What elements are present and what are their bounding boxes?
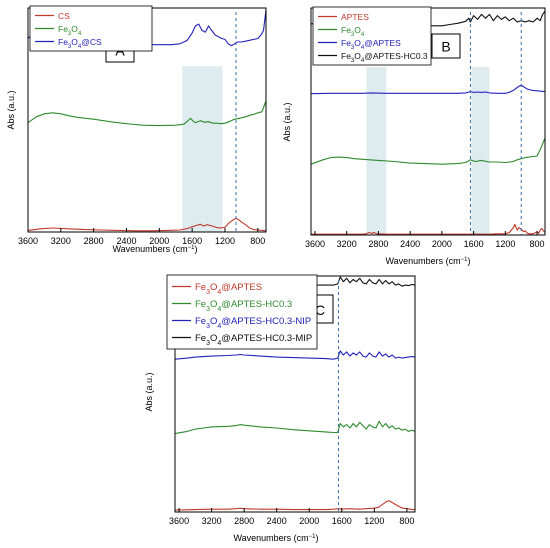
- legend-entry: APTES: [341, 12, 369, 22]
- panel-label: C: [315, 302, 325, 318]
- x-tick-label: 2000: [299, 516, 319, 526]
- series-line: [311, 223, 546, 235]
- legend-entry: Fe3O4: [58, 24, 82, 37]
- x-tick-label: 800: [530, 239, 545, 249]
- series-line: [310, 137, 546, 165]
- x-tick-label: 3200: [337, 239, 357, 249]
- y-axis-label: Abs (a.u.): [144, 372, 154, 411]
- shaded-region: [182, 66, 223, 233]
- x-tick-label: 3200: [202, 516, 222, 526]
- legend-box: [29, 5, 153, 52]
- legend-entry: Fe3O4@APTES-HC0.3-NIP: [195, 316, 311, 330]
- x-axis-label: Wavenumbers (cm−1): [385, 256, 470, 266]
- y-axis-label: Abs (a.u.): [282, 102, 292, 141]
- series-line: [310, 84, 545, 95]
- x-tick-label: 1200: [215, 236, 235, 246]
- x-tick-label: 3600: [169, 516, 189, 526]
- series-line: [27, 100, 267, 127]
- x-tick-label: 3200: [51, 236, 71, 246]
- x-axis-label: Wavenumbers (cm−1): [112, 244, 197, 254]
- legend-entry: Fe3O4@APTES-HC0.3: [341, 51, 428, 64]
- legend-box: [166, 274, 318, 350]
- legend-entry: Fe3O4@APTES-HC0.3: [195, 299, 292, 313]
- x-tick-label: 2800: [368, 239, 388, 249]
- legend-entry: CS: [58, 11, 70, 21]
- shaded-region: [471, 67, 490, 236]
- series-line: [174, 420, 416, 435]
- x-tick-label: 1200: [495, 239, 515, 249]
- x-tick-label: 2000: [149, 236, 169, 246]
- x-tick-label: 1600: [332, 516, 352, 526]
- legend-entry: Fe3O4@APTES: [341, 38, 401, 51]
- x-tick-label: 2800: [84, 236, 104, 246]
- x-tick-label: 1200: [364, 516, 384, 526]
- x-tick-label: 800: [250, 236, 265, 246]
- x-tick-label: 2000: [432, 239, 452, 249]
- panel-a: 3600 3200 2800 2400 2000 1600 1200 800 Wavenumbe…: [6, 5, 267, 254]
- series-line: [27, 217, 267, 232]
- y-axis-label: Abs (a.u.): [6, 90, 16, 129]
- series-line: [174, 500, 415, 511]
- x-tick-label: 2400: [400, 239, 420, 249]
- panel-b: 3600 3200 2800 2400 2000 1600 1200 800 Wavenumbe…: [282, 6, 546, 266]
- x-tick-label: 1600: [182, 236, 202, 246]
- panel-label-box: [431, 33, 461, 59]
- x-tick-label: 1600: [464, 239, 484, 249]
- x-axis-label: Wavenumbers (cm−1): [233, 533, 318, 543]
- series-line: [174, 350, 416, 360]
- shaded-region: [366, 67, 387, 236]
- x-tick-label: 2800: [234, 516, 254, 526]
- panel-label: B: [441, 38, 450, 54]
- x-tick-label: 2400: [267, 516, 287, 526]
- legend-entry: Fe3O4@APTES-HC0.3-MIP: [195, 333, 312, 347]
- x-tick-label: 800: [399, 516, 414, 526]
- legend-entry: Fe3O4: [341, 25, 365, 38]
- x-tick-label: 3600: [18, 236, 38, 246]
- legend-entry: Fe3O4@CS: [58, 37, 102, 50]
- x-tick-label: 3600: [305, 239, 325, 249]
- panel-c: 3600 3200 2800 2400 2000 1600 1200 800 Wavenumbe…: [144, 274, 416, 543]
- x-tick-label: 2400: [116, 236, 136, 246]
- legend-entry: Fe3O4@APTES: [195, 282, 262, 296]
